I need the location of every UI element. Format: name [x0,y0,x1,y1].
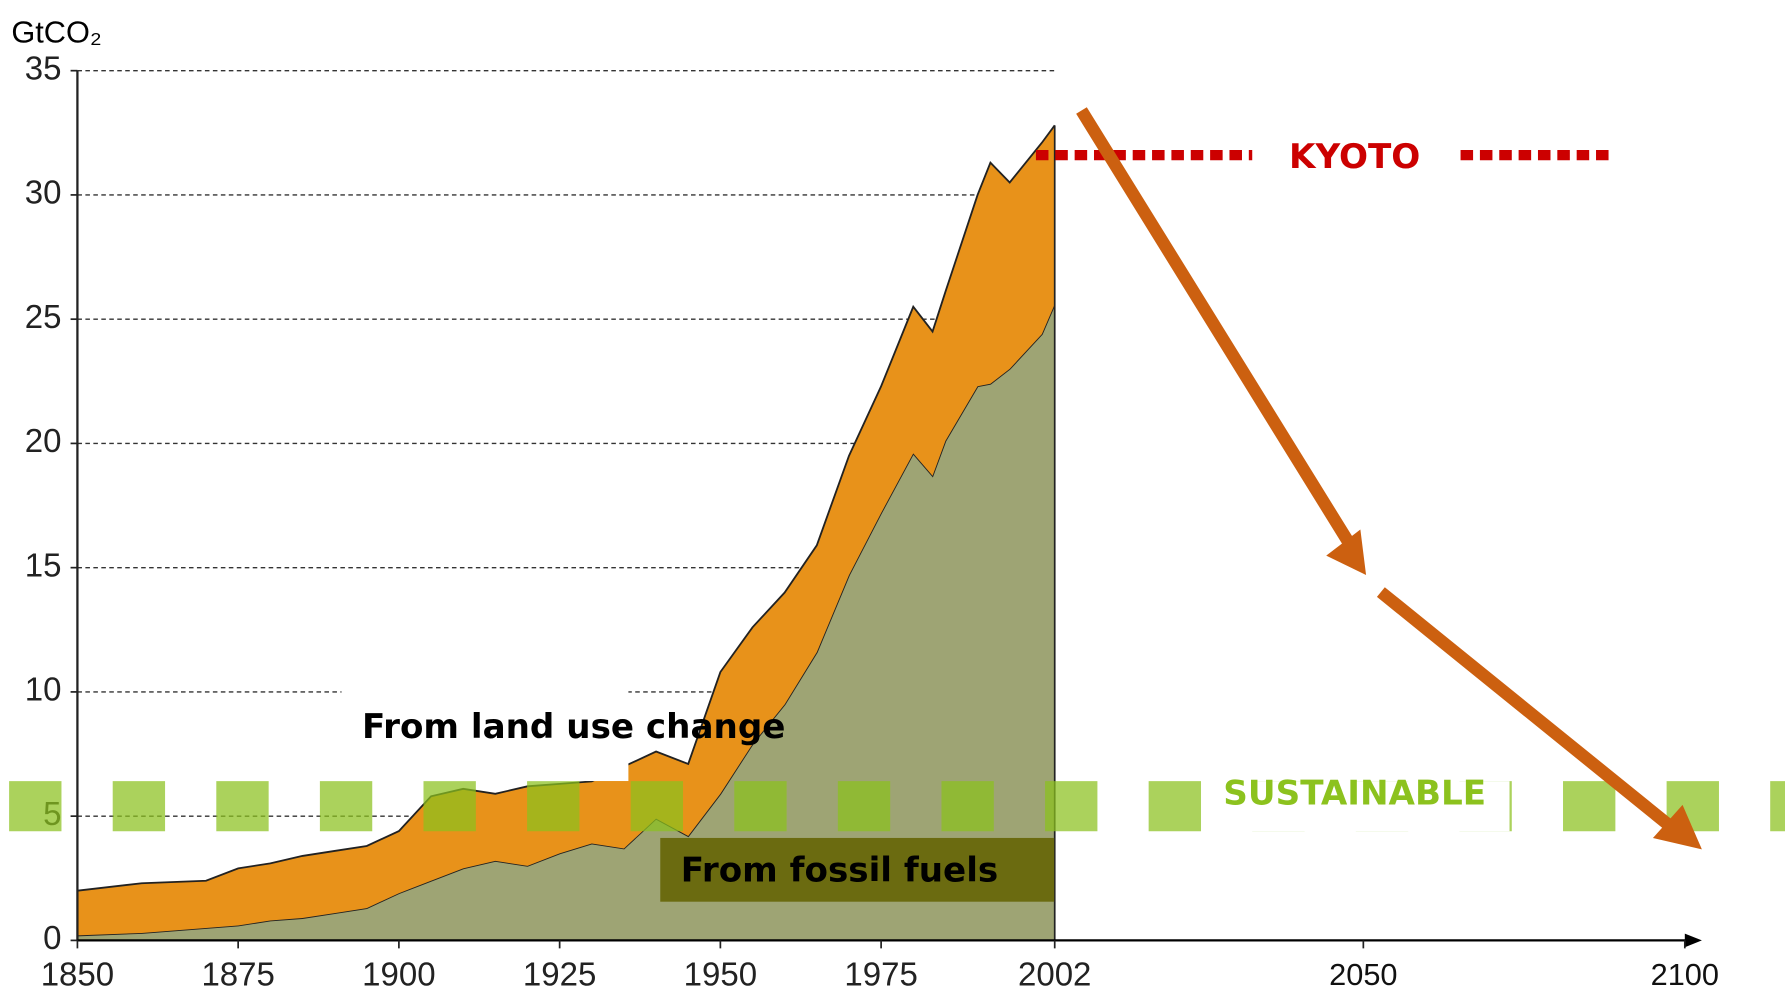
y-axis-label: GtCO₂ [11,14,101,49]
y-tick-label: 25 [25,298,62,335]
area-outline [77,124,1056,892]
x-tick-label: 1875 [201,956,274,993]
x-tick-label: 1850 [41,956,114,993]
kyoto-label: KYOTO [1289,137,1420,177]
area [77,125,1055,936]
x-tick-label: 1950 [684,956,757,993]
x-tick-label: 2002 [1018,956,1091,993]
y-tick-label: 35 [25,49,62,86]
x-tick-label: 2050 [1329,957,1397,992]
arrow-head [1652,804,1702,850]
x-axis-arrow [1684,933,1702,948]
fossil-label-bg [660,837,1055,902]
land-label-bg [341,671,629,782]
x-tick-label: 1975 [844,956,917,993]
land-label: From land use change [362,707,785,747]
reduction-arrow [1076,107,1684,839]
y-tick-label: 10 [25,671,62,708]
x-tick-label: 1900 [362,956,435,993]
sustainable-label: SUSTAINABLE [1223,773,1486,813]
y-tick-label: 15 [25,546,62,583]
y-tick-label: 20 [25,422,62,459]
fossil-label: From fossil fuels [681,851,998,891]
arrow-head [1326,529,1367,575]
area [77,304,1055,941]
x-tick-label: 2100 [1651,957,1719,992]
y-tick-label: 0 [43,919,61,956]
x-tick-label: 1925 [523,956,596,993]
sustainable-label-bg [1204,781,1510,832]
y-tick-label: 30 [25,174,62,211]
